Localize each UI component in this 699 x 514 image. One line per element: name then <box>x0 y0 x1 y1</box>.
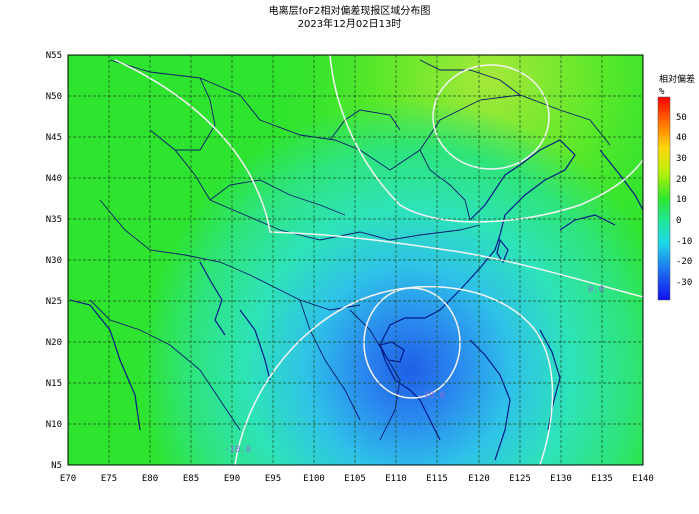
lat-lon-grid <box>68 55 643 465</box>
contour-zero <box>114 59 643 298</box>
y-tick-label: N5 <box>51 461 62 471</box>
y-tick-label: N40 <box>46 174 62 184</box>
colorbar-tick: -10 <box>676 237 692 247</box>
colorbar-tick: 50 <box>676 113 687 123</box>
contour-label: -10.0 <box>224 445 251 455</box>
x-tick-label: E80 <box>142 474 158 484</box>
y-axis-ticks: N55 N50 N45 N40 N35 N30 N25 N20 N15 N10 … <box>46 51 62 471</box>
y-tick-label: N55 <box>46 51 62 61</box>
x-tick-label: E75 <box>101 474 117 484</box>
x-tick-label: E135 <box>591 474 613 484</box>
contour-label: 0.0 <box>588 285 604 295</box>
x-tick-label: E140 <box>632 474 654 484</box>
x-tick-label: E100 <box>303 474 325 484</box>
x-tick-label: E90 <box>224 474 240 484</box>
y-tick-label: N50 <box>46 92 62 102</box>
colorbar-tick: 10 <box>676 195 687 205</box>
x-axis-ticks: E70 E75 E80 E85 E90 E95 E100 E105 E110 E… <box>60 474 654 484</box>
country-borders <box>89 59 611 441</box>
y-tick-label: N20 <box>46 338 62 348</box>
x-tick-label: E85 <box>183 474 199 484</box>
x-tick-label: E70 <box>60 474 76 484</box>
x-tick-label: E105 <box>344 474 366 484</box>
y-tick-label: N35 <box>46 215 62 225</box>
x-tick-label: E110 <box>385 474 407 484</box>
x-tick-label: E120 <box>468 474 490 484</box>
contour-outer <box>234 285 554 465</box>
contour-north <box>432 64 550 170</box>
y-tick-label: N30 <box>46 256 62 266</box>
x-tick-label: E130 <box>550 474 572 484</box>
map-frame <box>67 54 644 466</box>
colorbar-tick: -20 <box>676 257 692 267</box>
y-tick-label: N25 <box>46 297 62 307</box>
x-tick-label: E95 <box>265 474 281 484</box>
colorbar-tick: -30 <box>676 278 692 288</box>
colorbar-scale <box>657 96 671 301</box>
x-tick-label: E125 <box>509 474 531 484</box>
colorbar-tick: 40 <box>676 133 687 143</box>
contour-upper <box>329 55 643 223</box>
map-title: 电离层foF2相对偏差现报区域分布图 <box>268 6 431 17</box>
y-tick-label: N45 <box>46 133 62 143</box>
y-tick-label: N10 <box>46 420 62 430</box>
colorbar-tick: 30 <box>676 154 687 164</box>
map-datetime: 2023年12月02日13时 <box>297 19 402 30</box>
colorbar-tick: 20 <box>676 175 687 185</box>
colorbar-unit: % <box>659 87 665 97</box>
x-tick-label: E115 <box>426 474 448 484</box>
coastline <box>69 139 643 461</box>
colorbar: 相对偏差 % 50 40 30 20 10 0 -10 -20 -30 <box>657 73 695 301</box>
contour-lines <box>114 55 643 465</box>
y-tick-label: N15 <box>46 379 62 389</box>
colorbar-label: 相对偏差 <box>659 73 695 85</box>
colorbar-tick: 0 <box>676 216 681 226</box>
contour-label: -10.0 <box>418 391 445 401</box>
